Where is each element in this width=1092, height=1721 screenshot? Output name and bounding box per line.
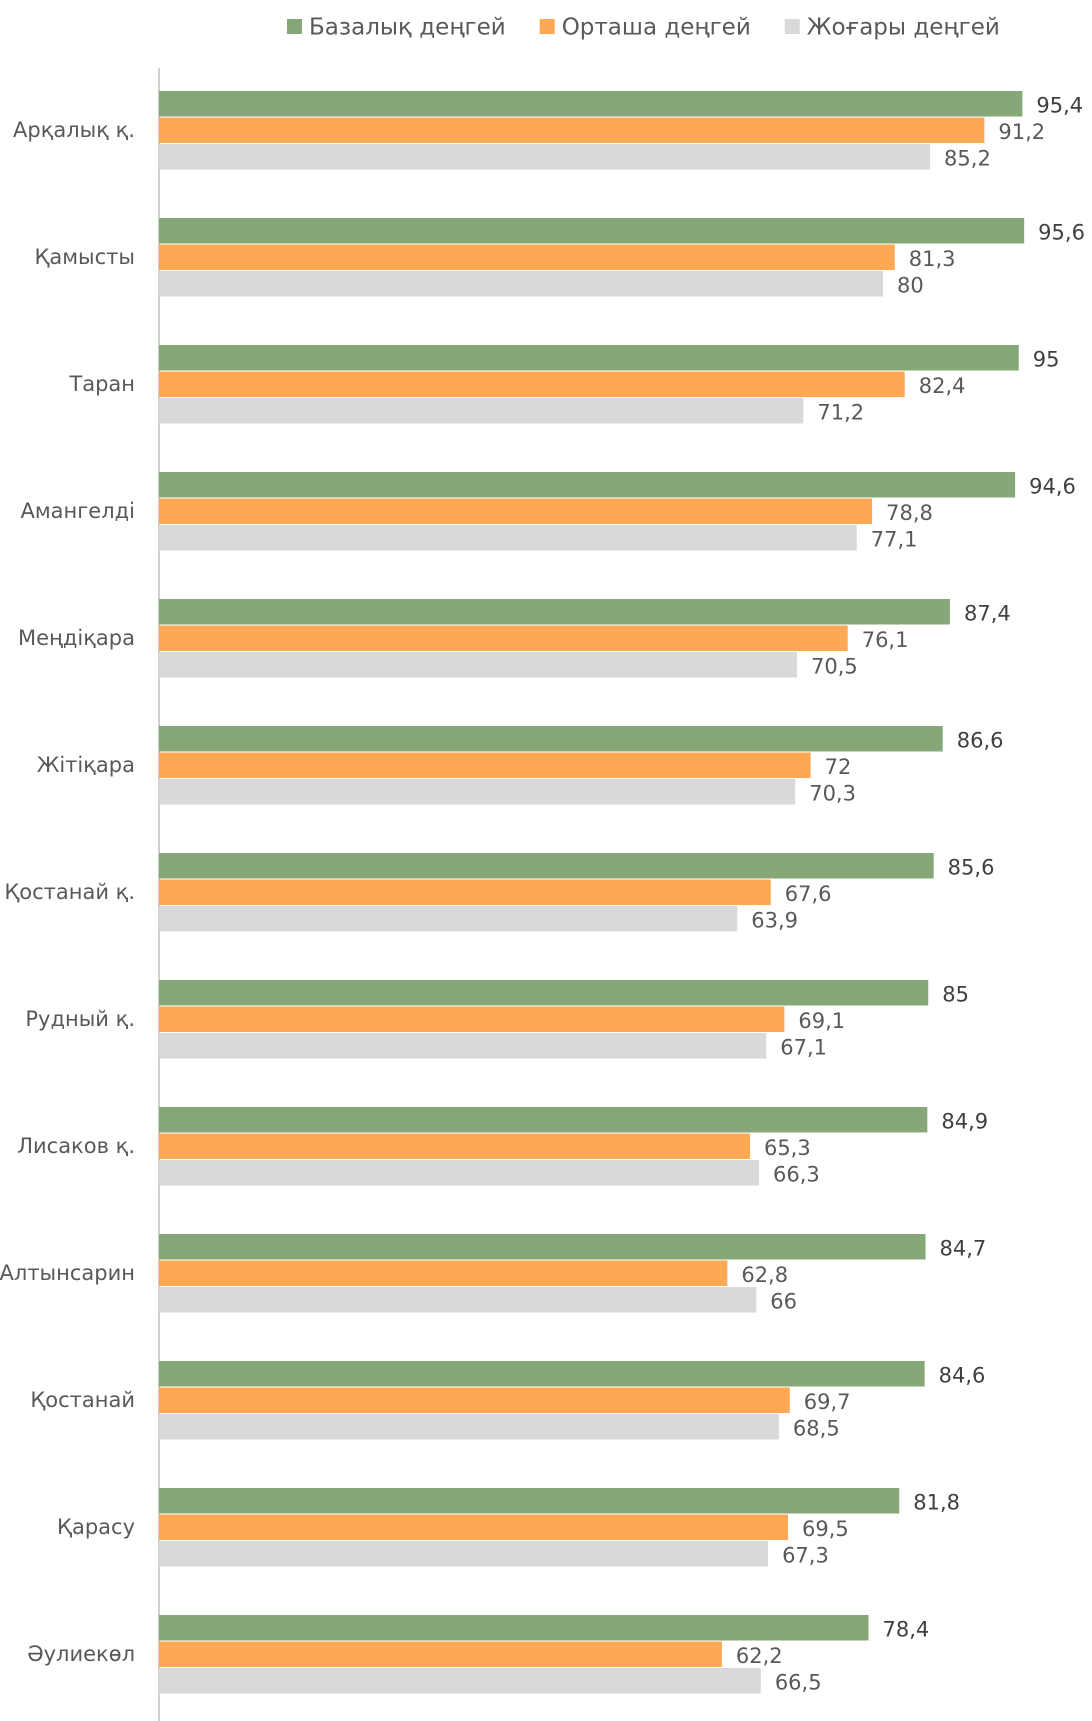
value-label: 84,7 xyxy=(940,1236,987,1260)
bar xyxy=(159,1615,869,1641)
value-label: 67,3 xyxy=(782,1543,829,1567)
bar xyxy=(159,1668,761,1694)
bar xyxy=(159,853,934,879)
bar xyxy=(159,1488,900,1514)
value-label: 94,6 xyxy=(1029,474,1076,498)
value-label: 95,4 xyxy=(1036,93,1083,117)
legend-label: Орташа деңгей xyxy=(562,15,751,41)
value-label: 85 xyxy=(942,982,969,1006)
bar xyxy=(159,218,1025,244)
category-label: Амангелді xyxy=(20,499,135,523)
value-label: 66,3 xyxy=(773,1162,820,1186)
value-label: 95,6 xyxy=(1038,220,1085,244)
value-label: 66 xyxy=(770,1289,797,1313)
value-label: 78,8 xyxy=(886,501,933,525)
value-label: 81,3 xyxy=(909,247,956,271)
value-label: 62,2 xyxy=(736,1644,783,1668)
value-label: 72 xyxy=(825,755,852,779)
bar xyxy=(159,1133,750,1159)
bar xyxy=(159,271,883,297)
bar xyxy=(159,906,738,932)
value-label: 78,4 xyxy=(883,1617,930,1641)
legend-label: Базалық деңгей xyxy=(309,15,506,41)
value-label: 87,4 xyxy=(964,601,1011,625)
legend-swatch xyxy=(287,19,302,34)
value-label: 84,9 xyxy=(941,1109,988,1133)
bar xyxy=(159,1361,925,1387)
category-label: Жітіқара xyxy=(37,753,135,777)
bar xyxy=(159,1006,785,1032)
bar xyxy=(159,779,796,805)
category-label: Әулиекөл xyxy=(27,1642,135,1666)
value-label: 68,5 xyxy=(793,1416,840,1440)
value-label: 91,2 xyxy=(998,120,1045,144)
value-label: 69,7 xyxy=(804,1390,851,1414)
category-label: Қостанай xyxy=(30,1388,135,1412)
value-label: 85,6 xyxy=(948,855,995,879)
bar xyxy=(159,398,804,424)
bar xyxy=(159,726,943,752)
value-label: 67,6 xyxy=(785,882,832,906)
category-label: Алтынсарин xyxy=(0,1261,135,1285)
bar xyxy=(159,472,1016,498)
value-label: 86,6 xyxy=(957,728,1004,752)
value-label: 71,2 xyxy=(817,400,864,424)
value-label: 69,5 xyxy=(802,1517,849,1541)
bar xyxy=(159,345,1019,371)
bar xyxy=(159,980,929,1006)
bar xyxy=(159,1107,928,1133)
bar xyxy=(159,1387,790,1413)
bar xyxy=(159,117,985,143)
category-label: Арқалық қ. xyxy=(13,118,135,142)
bar xyxy=(159,1414,779,1440)
bar xyxy=(159,244,895,270)
value-label: 84,6 xyxy=(939,1363,986,1387)
value-label: 81,8 xyxy=(913,1490,960,1514)
value-label: 66,5 xyxy=(775,1670,822,1694)
value-label: 70,5 xyxy=(811,654,858,678)
value-label: 77,1 xyxy=(871,527,918,551)
bar xyxy=(159,879,771,905)
category-label: Таран xyxy=(68,372,135,396)
value-label: 80 xyxy=(897,273,924,297)
legend-swatch xyxy=(784,19,800,34)
bar xyxy=(159,1234,926,1260)
bar xyxy=(159,1033,767,1059)
category-label: Қарасу xyxy=(57,1515,135,1539)
bar xyxy=(159,1514,788,1540)
category-label: Қостанай қ. xyxy=(4,880,135,904)
bar xyxy=(159,91,1023,117)
bar xyxy=(159,625,848,651)
bar xyxy=(159,1641,722,1667)
value-label: 82,4 xyxy=(919,374,966,398)
bar xyxy=(159,1541,769,1567)
value-label: 65,3 xyxy=(764,1136,811,1160)
value-label: 70,3 xyxy=(809,781,856,805)
bar xyxy=(159,752,811,778)
bar xyxy=(159,498,873,524)
value-label: 69,1 xyxy=(798,1009,845,1033)
value-label: 62,8 xyxy=(741,1263,788,1287)
value-label: 85,2 xyxy=(944,146,991,170)
value-label: 95 xyxy=(1033,347,1060,371)
legend-label: Жоғары деңгей xyxy=(807,15,1000,41)
category-label: Рудный қ. xyxy=(25,1007,135,1031)
bar xyxy=(159,652,798,678)
bar xyxy=(159,1287,757,1313)
value-label: 63,9 xyxy=(751,908,798,932)
value-label: 76,1 xyxy=(862,628,909,652)
bar xyxy=(159,1160,760,1186)
bar xyxy=(159,371,905,397)
bar xyxy=(159,525,857,551)
bar xyxy=(159,599,950,625)
category-label: Лисаков қ. xyxy=(17,1134,135,1158)
bar xyxy=(159,144,931,170)
category-label: Қамысты xyxy=(34,245,135,269)
category-label: Меңдіқара xyxy=(18,626,135,650)
legend-swatch xyxy=(539,19,555,34)
bar xyxy=(159,1260,728,1286)
value-label: 67,1 xyxy=(780,1035,827,1059)
